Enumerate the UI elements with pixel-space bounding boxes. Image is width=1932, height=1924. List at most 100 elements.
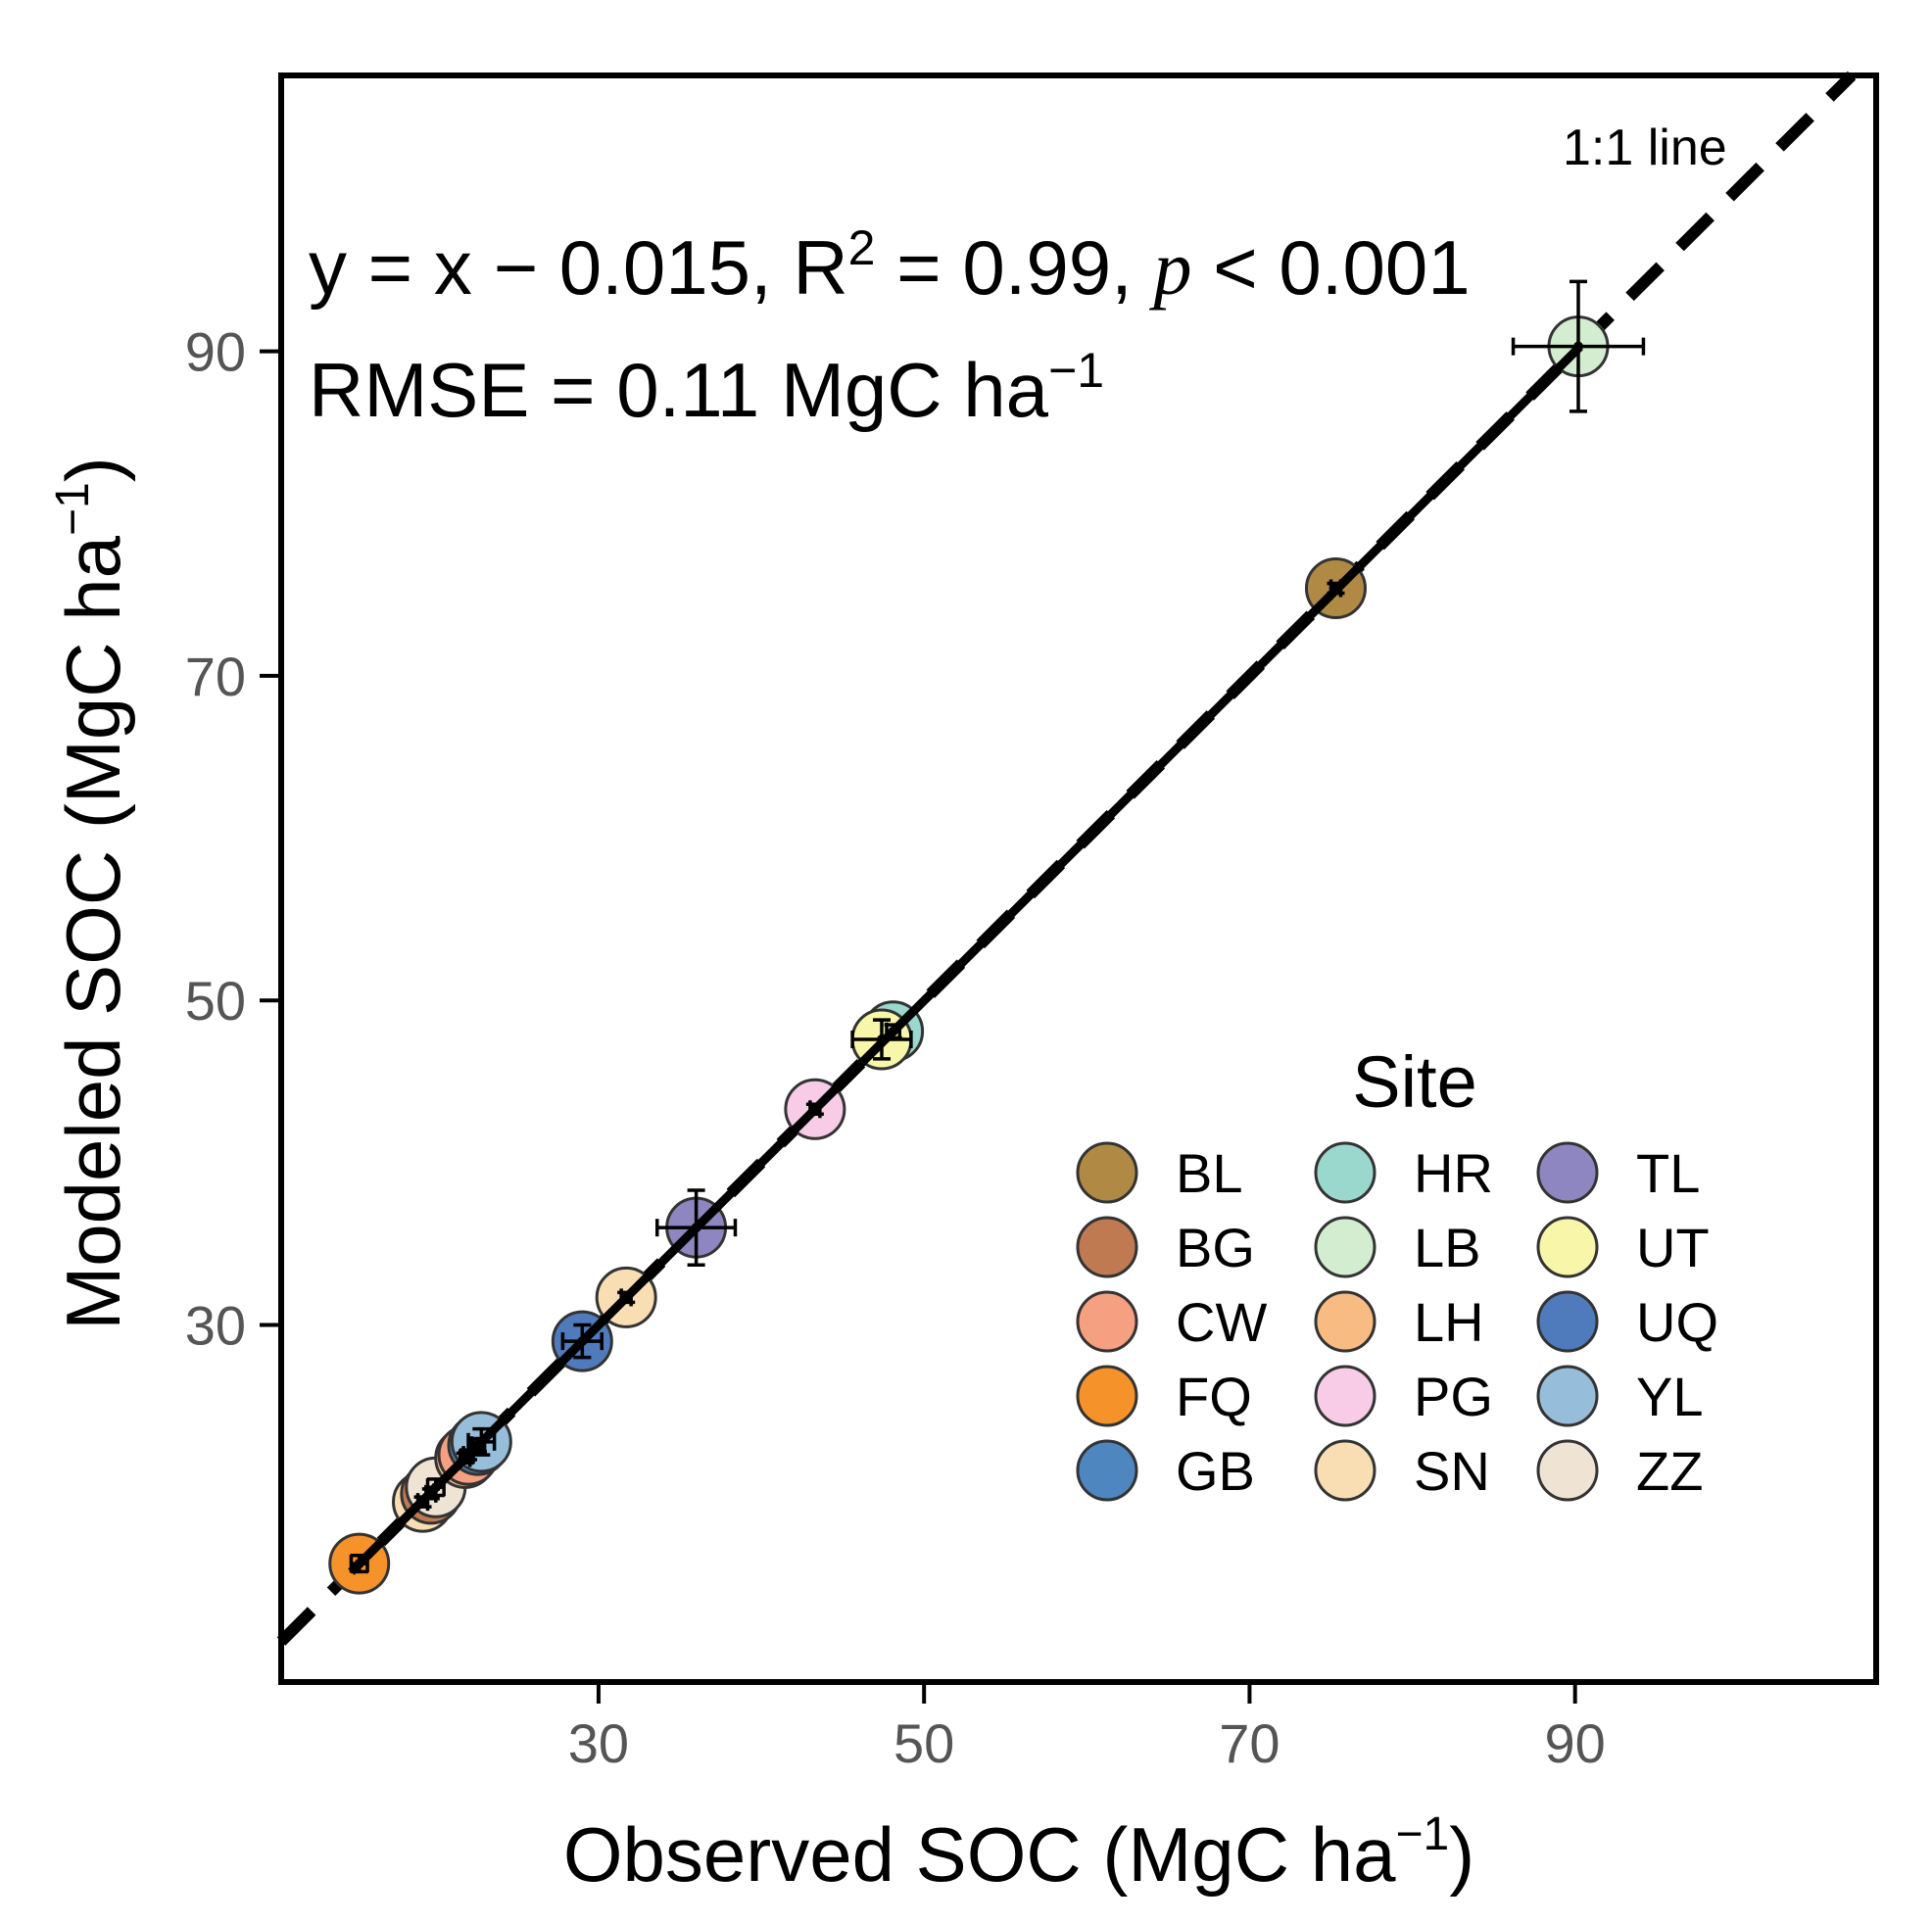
oneone-line-label: 1:1 line bbox=[1563, 120, 1727, 176]
legend-label: GB bbox=[1176, 1440, 1255, 1502]
error-bars-uq bbox=[560, 1323, 604, 1360]
error-bars-fq bbox=[349, 1554, 369, 1574]
legend-title: Site bbox=[1352, 1041, 1477, 1123]
legend-item-ut: UT bbox=[1536, 1216, 1710, 1278]
legend-label: SN bbox=[1414, 1440, 1490, 1502]
legend-label: CW bbox=[1176, 1291, 1267, 1353]
legend-label: UQ bbox=[1636, 1291, 1718, 1353]
x-axis-unit-superscript: −1 bbox=[1395, 1808, 1449, 1860]
legend-label: UT bbox=[1636, 1217, 1710, 1278]
legend-swatch bbox=[1536, 1439, 1599, 1502]
equation-suffix: < 0.001 bbox=[1192, 224, 1471, 311]
point-center bbox=[1330, 583, 1341, 594]
legend-label: PG bbox=[1414, 1366, 1493, 1427]
legend-item-lh: LH bbox=[1314, 1290, 1484, 1353]
x-tick-label: 30 bbox=[568, 1712, 629, 1774]
error-bars-yl bbox=[466, 1426, 497, 1457]
legend-swatch bbox=[1536, 1216, 1599, 1278]
point-center bbox=[476, 1436, 487, 1447]
legend-item-bl: BL bbox=[1076, 1141, 1243, 1204]
regression-line bbox=[348, 343, 1583, 1575]
legend-swatch bbox=[1314, 1439, 1377, 1502]
legend-swatch bbox=[1076, 1290, 1138, 1353]
legend-label: LH bbox=[1414, 1291, 1484, 1353]
x-tick-label: 90 bbox=[1545, 1712, 1606, 1774]
legend-label: FQ bbox=[1176, 1366, 1252, 1427]
point-center bbox=[1572, 341, 1583, 352]
point-center bbox=[577, 1336, 588, 1347]
rmse-superscript: −1 bbox=[1048, 343, 1104, 398]
x-tick-label: 50 bbox=[894, 1712, 954, 1774]
equation-p-symbol: p bbox=[1149, 225, 1192, 311]
legend-label: ZZ bbox=[1636, 1440, 1703, 1502]
legend-item-gb: GB bbox=[1076, 1439, 1255, 1502]
point-center bbox=[809, 1104, 820, 1115]
legend-item-uq: UQ bbox=[1536, 1290, 1718, 1353]
point-center bbox=[888, 1026, 898, 1036]
legend-item-tl: TL bbox=[1536, 1141, 1700, 1204]
legend-swatch bbox=[1076, 1141, 1138, 1204]
y-tick-label: 70 bbox=[185, 646, 246, 707]
x-axis-title-close: ) bbox=[1449, 1811, 1474, 1898]
y-tick-label: 90 bbox=[185, 321, 246, 383]
point-center bbox=[876, 1034, 887, 1044]
error-bars-sn bbox=[617, 1288, 636, 1307]
legend-item-bg: BG bbox=[1076, 1216, 1255, 1278]
error-bars-bl bbox=[1327, 579, 1345, 598]
legend: Site BL BG CW FQ GB HR LB LH PG SN TL UT UQ YL ZZ bbox=[1076, 1041, 1718, 1502]
error-bars-lb bbox=[1511, 279, 1646, 413]
marks-layer bbox=[276, 71, 1857, 1646]
legend-swatch bbox=[1536, 1365, 1599, 1427]
legend-swatch bbox=[1076, 1216, 1138, 1278]
legend-label: YL bbox=[1636, 1366, 1704, 1427]
y-axis-title-close: ) bbox=[50, 457, 136, 482]
error-bars-hr bbox=[884, 1022, 902, 1040]
rmse-annotation: RMSE = 0.11 MgC ha−1 bbox=[309, 343, 1104, 433]
error-bars-pg bbox=[805, 1100, 824, 1119]
y-axis-title: Modeled SOC (MgC ha−1) bbox=[47, 457, 136, 1329]
legend-item-hr: HR bbox=[1314, 1141, 1493, 1204]
legend-entries: BL BG CW FQ GB HR LB LH PG SN TL UT UQ YL ZZ bbox=[1076, 1141, 1718, 1502]
point-center bbox=[354, 1559, 364, 1569]
legend-item-pg: PG bbox=[1314, 1365, 1493, 1427]
legend-swatch bbox=[1314, 1141, 1377, 1204]
rmse-text: RMSE = 0.11 MgC ha bbox=[309, 347, 1049, 433]
legend-item-zz: ZZ bbox=[1536, 1439, 1703, 1502]
point-center bbox=[430, 1482, 441, 1493]
legend-item-yl: YL bbox=[1536, 1365, 1704, 1427]
legend-item-lb: LB bbox=[1314, 1216, 1481, 1278]
legend-label: HR bbox=[1414, 1142, 1493, 1204]
legend-item-cw: CW bbox=[1076, 1290, 1267, 1353]
x-tick-label: 70 bbox=[1219, 1712, 1280, 1774]
ticks-layer: 30 50 70 90 30 50 70 90 bbox=[185, 321, 1606, 1774]
legend-label: TL bbox=[1636, 1142, 1700, 1204]
legend-label: BG bbox=[1176, 1217, 1255, 1278]
legend-item-fq: FQ bbox=[1076, 1365, 1252, 1427]
equation-r2-superscript: 2 bbox=[848, 220, 876, 275]
equation-prefix: y = x − 0.015, R bbox=[309, 224, 848, 311]
legend-swatch bbox=[1314, 1365, 1377, 1427]
y-axis-title-text: Modeled SOC (MgC ha bbox=[50, 535, 136, 1329]
x-axis-title: Observed SOC (MgC ha−1) bbox=[563, 1808, 1474, 1898]
y-axis-unit-superscript: −1 bbox=[47, 482, 99, 536]
legend-label: BL bbox=[1176, 1142, 1243, 1204]
equation-mid: = 0.99, bbox=[875, 224, 1153, 311]
legend-swatch bbox=[1536, 1141, 1599, 1204]
legend-swatch bbox=[1314, 1216, 1377, 1278]
legend-swatch bbox=[1076, 1439, 1138, 1502]
error-bars-tl bbox=[654, 1188, 738, 1268]
y-tick-label: 50 bbox=[185, 970, 246, 1032]
legend-label: LB bbox=[1414, 1217, 1481, 1278]
point-center bbox=[691, 1223, 701, 1233]
error-bars-ut bbox=[850, 1018, 913, 1061]
regression-equation: y = x − 0.015, R2 = 0.99, p < 0.001 bbox=[309, 220, 1471, 311]
legend-swatch bbox=[1314, 1290, 1377, 1353]
legend-swatch bbox=[1536, 1290, 1599, 1353]
plot-frame bbox=[278, 72, 1879, 1685]
x-axis-title-text: Observed SOC (MgC ha bbox=[563, 1811, 1396, 1898]
point-center bbox=[621, 1292, 632, 1303]
legend-item-sn: SN bbox=[1314, 1439, 1490, 1502]
legend-swatch bbox=[1076, 1365, 1138, 1427]
y-tick-label: 30 bbox=[185, 1295, 246, 1357]
